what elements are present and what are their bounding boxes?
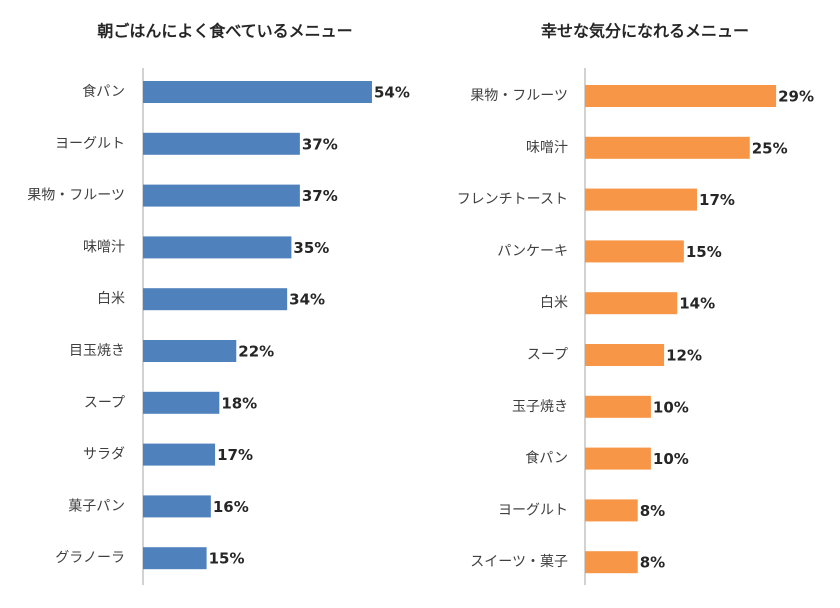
category-label: 味噌汁	[526, 140, 568, 156]
category-label: ヨーグルト	[55, 136, 125, 152]
bar	[143, 495, 211, 518]
value-label: 8%	[640, 554, 665, 572]
value-label: 34%	[289, 291, 325, 309]
category-label: 食パン	[82, 83, 125, 100]
chart-title: 朝ごはんによく食べているメニュー	[97, 22, 352, 41]
category-label: 目玉焼き	[69, 343, 125, 359]
category-label: 玉子焼き	[512, 399, 568, 415]
bar	[143, 132, 300, 155]
category-label: 食パン	[525, 450, 568, 467]
value-label: 15%	[686, 243, 722, 261]
value-label: 37%	[302, 135, 338, 153]
value-label: 10%	[653, 450, 689, 468]
bar	[585, 85, 777, 107]
bar	[143, 81, 372, 103]
value-label: 17%	[699, 191, 735, 209]
category-label: 果物・フルーツ	[470, 88, 568, 104]
bar	[143, 547, 207, 570]
category-label: 菓子パン	[68, 498, 125, 514]
category-label: スープ	[84, 395, 125, 411]
bar	[143, 340, 237, 362]
bar	[143, 391, 220, 414]
category-label: 果物・フルーツ	[27, 188, 125, 204]
value-label: 18%	[221, 394, 257, 412]
category-label: 味噌汁	[83, 239, 125, 255]
category-label: グラノーラ	[55, 550, 125, 566]
bar	[585, 395, 651, 418]
category-label: パンケーキ	[497, 243, 568, 259]
category-label: スイーツ・菓子	[470, 554, 568, 570]
value-label: 54%	[374, 84, 410, 102]
value-label: 17%	[217, 446, 253, 464]
bar	[143, 184, 300, 207]
value-label: 25%	[752, 139, 788, 157]
bar	[143, 236, 292, 259]
bar	[585, 292, 678, 315]
bar	[143, 443, 216, 466]
category-label: サラダ	[83, 447, 125, 463]
bar	[585, 188, 698, 211]
bar	[143, 288, 288, 311]
value-label: 10%	[653, 398, 689, 416]
value-label: 16%	[213, 498, 249, 516]
value-label: 22%	[238, 343, 274, 361]
category-label: フレンチトースト	[457, 192, 568, 208]
bar	[585, 551, 638, 574]
category-label: ヨーグルト	[498, 502, 568, 518]
bar	[585, 447, 651, 470]
value-label: 35%	[293, 239, 329, 257]
bar	[585, 240, 684, 263]
value-label: 14%	[679, 295, 715, 313]
bar	[585, 499, 638, 522]
category-label: 白米	[540, 295, 568, 311]
value-label: 15%	[209, 550, 245, 568]
value-label: 37%	[302, 187, 338, 205]
chart-title: 幸せな気分になれるメニュー	[541, 22, 749, 41]
value-label: 8%	[640, 502, 665, 520]
value-label: 29%	[778, 88, 814, 106]
category-label: 白米	[97, 291, 125, 307]
value-label: 12%	[666, 347, 702, 365]
category-label: スープ	[527, 347, 568, 363]
bar	[585, 136, 750, 159]
bar	[585, 344, 665, 366]
